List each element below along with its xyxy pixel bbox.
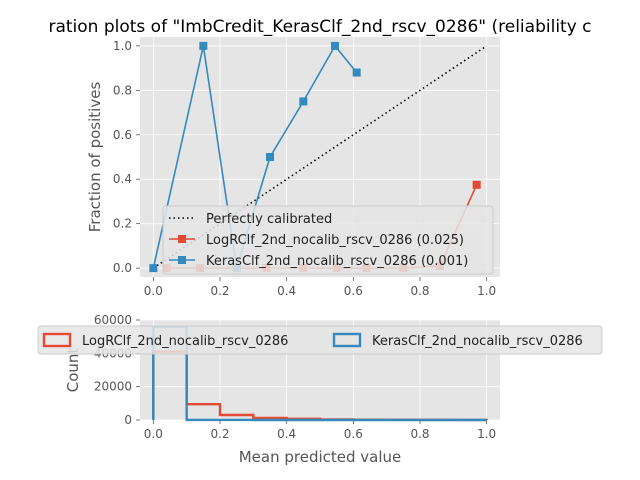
x-tick-label: 0.2 (210, 427, 229, 441)
legend-label-keras: KerasClf_2nd_nocalib_rscv_0286 (372, 334, 583, 349)
calibration-plot-ticks: 0.0 0.2 0.4 0.6 0.8 1.0 0.0 0.2 0.4 0.6 0.8 1.0 (113, 39, 496, 298)
calibration-legend: Perfectly calibrated LogRClf_2nd_nocalib_… (162, 205, 494, 275)
keras-point (199, 41, 208, 50)
x-tick-label: 0.2 (210, 284, 229, 298)
x-tick-label: 0.0 (144, 284, 163, 298)
legend-swatch-logr (42, 332, 72, 348)
legend-box (162, 205, 494, 275)
legend-label-ref: Perfectly calibrated (206, 212, 332, 227)
x-tick-label: 0.6 (344, 427, 363, 441)
keras-point (331, 41, 339, 50)
y-tick-label: 1.0 (113, 39, 132, 53)
x-tick-label: 1.0 (477, 284, 496, 298)
keras-point (266, 153, 274, 161)
perfectly-calibrated-line (152, 45, 488, 269)
keras-point (149, 264, 158, 273)
legend-marker-keras (178, 256, 186, 264)
chart-title: ration plots of "ImbCredit_KerasClf_2nd_… (48, 17, 591, 37)
x-tick-label: 0.8 (410, 284, 429, 298)
histogram-legend: LogRClf_2nd_nocalib_rscv_0286 KerasClf_2n… (37, 325, 603, 355)
histogram-x-axis-label: Mean predicted value (239, 448, 402, 466)
legend-marker-logr (178, 235, 186, 243)
y-tick-label: 0.8 (113, 83, 132, 97)
keras-histogram-step (152, 325, 487, 422)
y-tick-label: 0.6 (113, 128, 132, 142)
calibration-plot: 0.0 0.2 0.4 0.6 0.8 1.0 0.0 0.2 0.4 0.6 0.8 1.0 Fra… (86, 37, 500, 298)
y-tick-label: 20000 (94, 380, 132, 394)
histogram-plot: 0.00.20.40.60.81.00200004000060000 Count… (37, 313, 603, 466)
legend-swatch-keras (332, 332, 362, 348)
histogram-plot-series (152, 325, 488, 422)
y-tick-label: 0 (124, 413, 132, 427)
x-tick-label: 0.0 (144, 427, 163, 441)
logr-point (472, 180, 481, 189)
x-tick-label: 1.0 (477, 427, 496, 441)
y-tick-label: 0.4 (113, 172, 132, 186)
y-tick-label: 0.2 (113, 217, 132, 231)
legend-label-logr: LogRClf_2nd_nocalib_rscv_0286 (82, 334, 288, 349)
keras-point (299, 97, 308, 106)
legend-label-logr: LogRClf_2nd_nocalib_rscv_0286 (0.025) (206, 233, 464, 248)
x-tick-label: 0.4 (277, 427, 296, 441)
x-tick-label: 0.6 (344, 284, 363, 298)
y-tick-label: 0.0 (113, 261, 132, 275)
y-tick-label: 60000 (94, 313, 132, 327)
calibration-y-axis-label: Fraction of positives (86, 82, 104, 233)
legend-label-keras: KerasClf_2nd_nocalib_rscv_0286 (0.001) (206, 254, 468, 269)
x-tick-label: 0.8 (410, 427, 429, 441)
legend-box (37, 325, 603, 355)
keras-point (352, 68, 361, 77)
x-tick-label: 0.4 (277, 284, 296, 298)
histogram-y-axis-label: Count (64, 348, 82, 393)
